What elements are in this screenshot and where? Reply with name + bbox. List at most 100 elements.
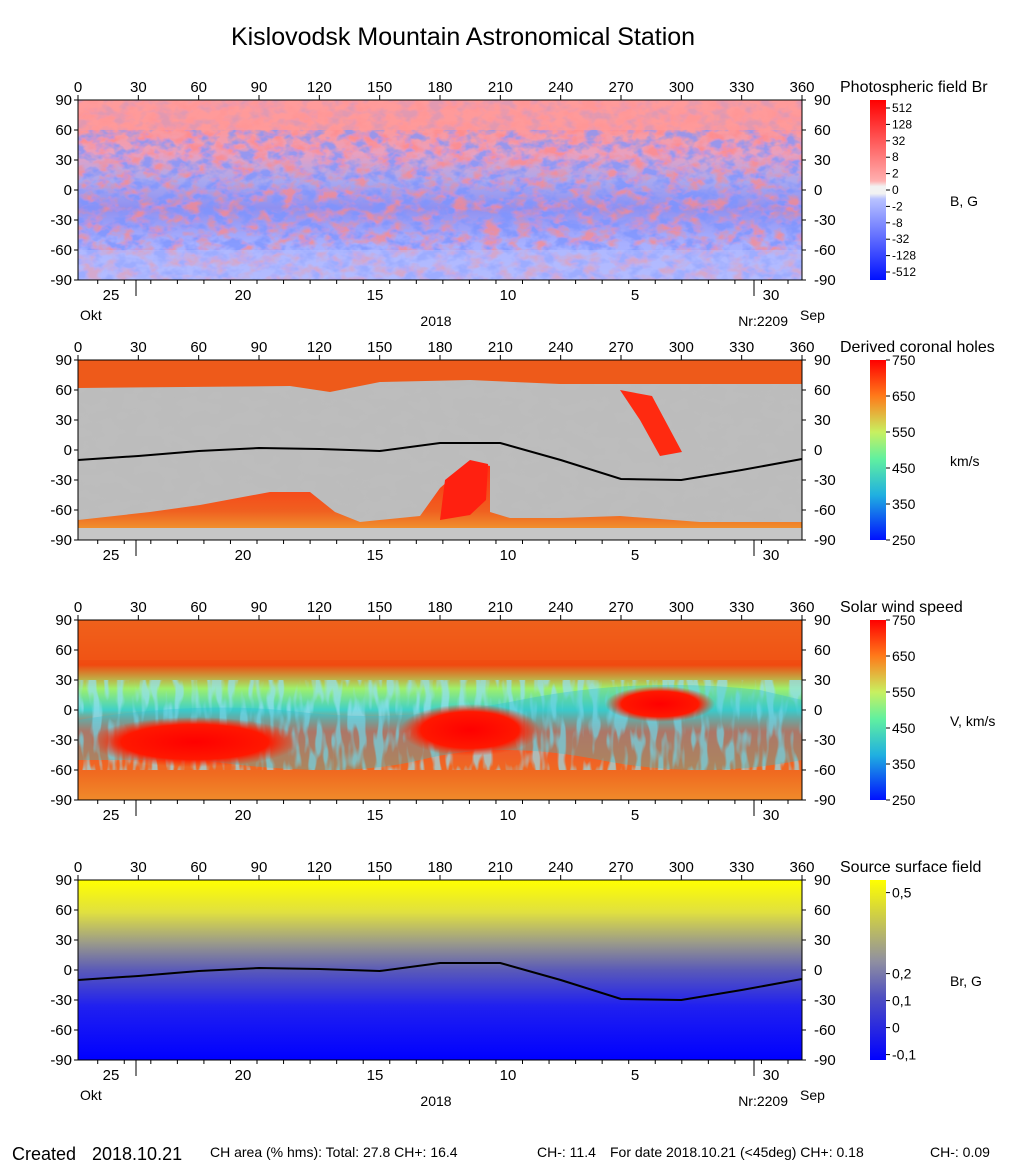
latitude-tick-label: 0 <box>814 182 822 199</box>
created-label: Created <box>12 1144 76 1164</box>
longitude-tick-label: 270 <box>608 79 633 96</box>
colorbar-tick-label: 32 <box>892 134 906 148</box>
panel-photospheric-field: Photospheric field Br B, G <box>77 79 988 281</box>
colorbar <box>870 100 886 280</box>
latitude-tick-label: -30 <box>50 732 72 749</box>
date-tick-label: 25 <box>103 807 120 824</box>
longitude-tick-label: 270 <box>608 339 633 356</box>
longitude-tick-label: 360 <box>789 79 814 96</box>
created-date: 2018.10.21 <box>92 1144 182 1164</box>
longitude-tick-label: 30 <box>130 599 147 616</box>
longitude-tick-label: 0 <box>74 79 82 96</box>
latitude-tick-label: 30 <box>814 932 831 949</box>
latitude-tick-label: -30 <box>814 212 836 229</box>
longitude-tick-label: 240 <box>548 339 573 356</box>
longitude-tick-label: 270 <box>608 599 633 616</box>
longitude-tick-label: 360 <box>789 859 814 876</box>
longitude-tick-label: 90 <box>251 339 268 356</box>
longitude-tick-label: 60 <box>190 599 207 616</box>
colorbar-label: B, G <box>950 193 978 209</box>
colorbar-tick-label: 0,2 <box>892 966 912 982</box>
colorbar-tick-label: 0 <box>892 183 899 197</box>
colorbar-tick-label: 2 <box>892 167 899 181</box>
longitude-tick-label: 210 <box>488 339 513 356</box>
date-tick-label: 20 <box>235 287 252 304</box>
colorbar-tick-label: -128 <box>892 249 916 263</box>
latitude-tick-label: 90 <box>814 352 831 369</box>
month-label-left: Okt <box>80 1087 102 1103</box>
longitude-tick-label: 210 <box>488 859 513 876</box>
date-tick-label: 15 <box>367 287 384 304</box>
longitude-tick-label: 360 <box>789 339 814 356</box>
longitude-tick-label: 120 <box>307 599 332 616</box>
longitude-tick-label: 330 <box>729 79 754 96</box>
rotation-label: Nr:2209 <box>738 1093 788 1109</box>
date-tick-label: 25 <box>103 287 120 304</box>
colorbar-tick-label: 750 <box>892 612 916 628</box>
panel-title: Source surface field <box>840 859 981 876</box>
latitude-tick-label: 30 <box>55 932 72 949</box>
latitude-tick-label: -30 <box>50 212 72 229</box>
longitude-tick-label: 90 <box>251 79 268 96</box>
colorbar-label: Br, G <box>950 973 982 989</box>
date-tick-label: 15 <box>367 807 384 824</box>
panel-title: Solar wind speed <box>840 599 963 616</box>
latitude-tick-label: -90 <box>814 1052 836 1069</box>
photosphere-map <box>78 100 802 280</box>
panel-source-surface: Source surface field Br, G <box>77 859 982 1061</box>
panel-title: Photospheric field Br <box>840 79 988 96</box>
latitude-tick-label: 0 <box>814 962 822 979</box>
date-tick-label: 20 <box>235 1067 252 1084</box>
longitude-tick-label: 270 <box>608 859 633 876</box>
solar-wind-map <box>78 620 802 800</box>
colorbar-tick-label: -8 <box>892 216 903 230</box>
longitude-tick-label: 150 <box>367 79 392 96</box>
longitude-tick-label: 180 <box>427 79 452 96</box>
colorbar-tick-label: 650 <box>892 648 916 664</box>
colorbar-tick-label: -0,1 <box>892 1047 916 1063</box>
latitude-tick-label: -60 <box>814 242 836 259</box>
latitude-tick-label: 30 <box>55 152 72 169</box>
longitude-tick-label: 60 <box>190 859 207 876</box>
colorbar-tick-label: 250 <box>892 792 916 808</box>
longitude-tick-label: 330 <box>729 339 754 356</box>
longitude-tick-label: 360 <box>789 599 814 616</box>
colorbar <box>870 880 886 1060</box>
longitude-tick-label: 60 <box>190 79 207 96</box>
date-tick-label: 5 <box>631 287 639 304</box>
year-label: 2018 <box>420 1093 451 1109</box>
rotation-label: Nr:2209 <box>738 313 788 329</box>
latitude-tick-label: 60 <box>55 902 72 919</box>
colorbar-tick-label: 650 <box>892 388 916 404</box>
latitude-tick-label: 90 <box>814 612 831 629</box>
latitude-tick-label: 0 <box>64 962 72 979</box>
colorbar-tick-label: -32 <box>892 232 910 246</box>
longitude-tick-label: 300 <box>669 339 694 356</box>
ch-area-text: CH area (% hms): Total: 27.8 CH+: 16.4 <box>210 1144 458 1160</box>
latitude-tick-label: -60 <box>50 1022 72 1039</box>
latitude-tick-label: -60 <box>50 502 72 519</box>
footer: Created 2018.10.21 CH area (% hms): Tota… <box>12 1144 990 1164</box>
latitude-tick-label: 30 <box>814 152 831 169</box>
latitude-tick-label: 0 <box>64 182 72 199</box>
longitude-tick-label: 120 <box>307 79 332 96</box>
latitude-tick-label: -30 <box>814 732 836 749</box>
colorbar-tick-label: -2 <box>892 199 903 213</box>
colorbar-tick-label: 8 <box>892 150 899 164</box>
latitude-tick-label: 30 <box>814 672 831 689</box>
latitude-tick-label: 90 <box>55 352 72 369</box>
longitude-tick-label: 90 <box>251 859 268 876</box>
latitude-tick-label: 0 <box>814 702 822 719</box>
colorbar-label: V, km/s <box>950 713 995 729</box>
latitude-tick-label: 90 <box>55 92 72 109</box>
latitude-tick-label: -90 <box>814 532 836 549</box>
longitude-tick-label: 330 <box>729 859 754 876</box>
page-title: Kislovodsk Mountain Astronomical Station <box>231 23 695 51</box>
colorbar-tick-label: 750 <box>892 352 916 368</box>
latitude-tick-label: -30 <box>50 992 72 1009</box>
longitude-tick-label: 90 <box>251 599 268 616</box>
latitude-tick-label: -60 <box>814 1022 836 1039</box>
year-label: 2018 <box>420 313 451 329</box>
latitude-tick-label: 0 <box>814 442 822 459</box>
